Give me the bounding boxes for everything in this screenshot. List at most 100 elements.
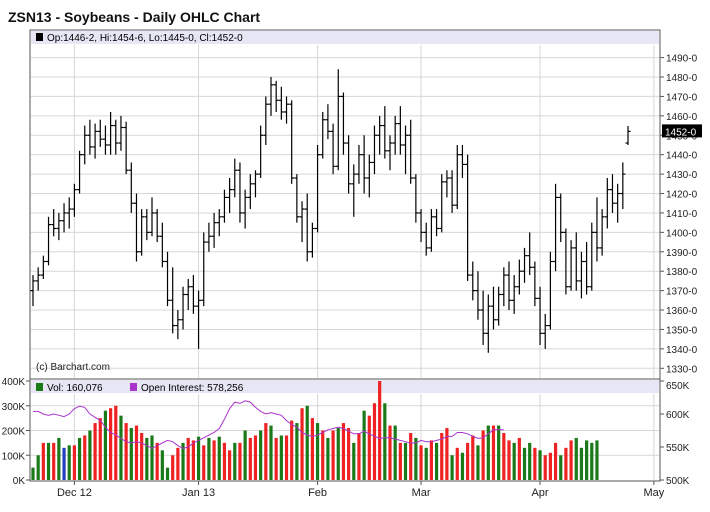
ohlc-bar — [496, 286, 502, 326]
ohlc-bar — [185, 278, 191, 311]
ohlc-bar — [434, 209, 440, 237]
volume-bar — [352, 442, 356, 480]
ohlc-bar — [201, 232, 207, 307]
volume-bar — [450, 455, 454, 480]
volume-bar — [31, 467, 35, 480]
date-tick-label: Apr — [531, 487, 548, 499]
volume-bar — [383, 403, 387, 480]
ohlc-bar — [133, 193, 139, 262]
volume-bar — [471, 435, 475, 480]
open-interest-line — [33, 400, 504, 449]
volume-bar — [579, 447, 584, 480]
oi-legend: Open Interest: 578,256 — [141, 383, 244, 394]
volume-bar — [264, 423, 268, 480]
ohlc-bar — [459, 144, 465, 178]
price-tick-label: 1430-0 — [666, 170, 698, 181]
ohlc-bar — [242, 189, 248, 229]
volume-bar — [543, 455, 547, 480]
ohlc-bar — [180, 286, 186, 330]
ohlc-bar — [537, 286, 543, 345]
volume-bar — [300, 408, 304, 480]
ohlc-bar — [501, 267, 507, 307]
date-tick-label: Jan 13 — [182, 487, 215, 499]
ohlc-bar — [599, 209, 605, 256]
ohlc-bar — [532, 261, 538, 307]
ohlc-bar — [268, 77, 274, 116]
volume-bar — [398, 442, 402, 480]
ohlc-bar — [578, 251, 584, 299]
volume-tick-label: 400K — [2, 377, 26, 388]
ohlc-bar — [40, 255, 46, 279]
volume-bar — [440, 432, 444, 480]
ohlc-bar — [392, 115, 398, 155]
price-tick-label: 1360-0 — [666, 306, 698, 317]
ohlc-bar — [553, 183, 559, 272]
ohlc-bar — [439, 174, 445, 233]
volume-bar — [393, 425, 397, 480]
ohlc-bar — [128, 162, 134, 213]
volume-bar — [590, 442, 594, 480]
price-tick-label: 1460-0 — [666, 112, 698, 123]
volume-bar — [72, 445, 76, 480]
oi-legend-swatch — [130, 383, 137, 391]
volume-bar — [455, 447, 459, 480]
ohlc-bar — [315, 144, 321, 233]
ohlc-bar — [196, 290, 202, 349]
ohlc-bar — [97, 119, 103, 147]
volume-bar — [238, 442, 242, 480]
ohlc-bar — [604, 177, 610, 229]
volume-bar — [145, 437, 149, 480]
ohlc-bar — [475, 271, 481, 320]
volume-bar — [212, 440, 216, 480]
ohlc-bar — [175, 310, 181, 340]
volume-bar — [77, 437, 82, 480]
volume-bar — [414, 437, 418, 480]
price-panel — [29, 29, 661, 380]
ohlc-bar — [470, 261, 476, 301]
volume-bar — [186, 437, 190, 480]
ohlc-bar — [304, 193, 310, 262]
ohlc-bar — [149, 197, 155, 237]
ohlc-bars — [30, 69, 631, 353]
volume-bar — [290, 420, 294, 480]
volume-bar — [114, 405, 118, 480]
volume-bar — [109, 408, 113, 480]
ohlc-bar — [589, 222, 595, 291]
price-tick-label: 1380-0 — [666, 267, 698, 278]
open-interest-axis: 500K 550K 600K 650K — [660, 380, 690, 487]
volume-bar — [140, 432, 144, 480]
volume-bar — [279, 435, 283, 480]
volume-bar — [559, 455, 563, 480]
ohlc-bar — [294, 174, 300, 223]
ohlc-bar — [258, 125, 264, 178]
ohlc-bar — [102, 125, 108, 155]
ohlc-bar — [423, 222, 429, 256]
ohlc-bar — [190, 275, 196, 314]
ohlc-bar — [558, 193, 564, 243]
price-tick-label: 1390-0 — [666, 248, 698, 259]
date-tick-label: May — [643, 487, 664, 499]
oi-tick-label: 650K — [666, 381, 690, 392]
volume-bar — [445, 428, 449, 480]
volume-bar — [434, 442, 439, 480]
ohlc-bar — [449, 170, 455, 213]
ohlc-bar — [382, 106, 388, 159]
volume-bar — [305, 405, 309, 480]
ohlc-bar — [485, 294, 491, 353]
volume-bar — [341, 423, 346, 480]
volume-bar — [191, 440, 195, 480]
ohlc-bar — [325, 104, 331, 140]
last-price-box — [662, 124, 702, 138]
volume-bar — [124, 423, 128, 480]
ohlc-bar — [542, 313, 548, 349]
price-tick-label: 1470-0 — [666, 92, 698, 103]
volume-bar — [98, 418, 102, 480]
volume-bar — [497, 425, 501, 480]
volume-bar — [533, 447, 537, 480]
last-price-label: 1452-0 — [665, 127, 697, 138]
volume-bar — [419, 445, 423, 480]
volume-bar — [217, 436, 221, 480]
ohlc-bar — [108, 111, 114, 155]
volume-bar — [502, 432, 506, 480]
